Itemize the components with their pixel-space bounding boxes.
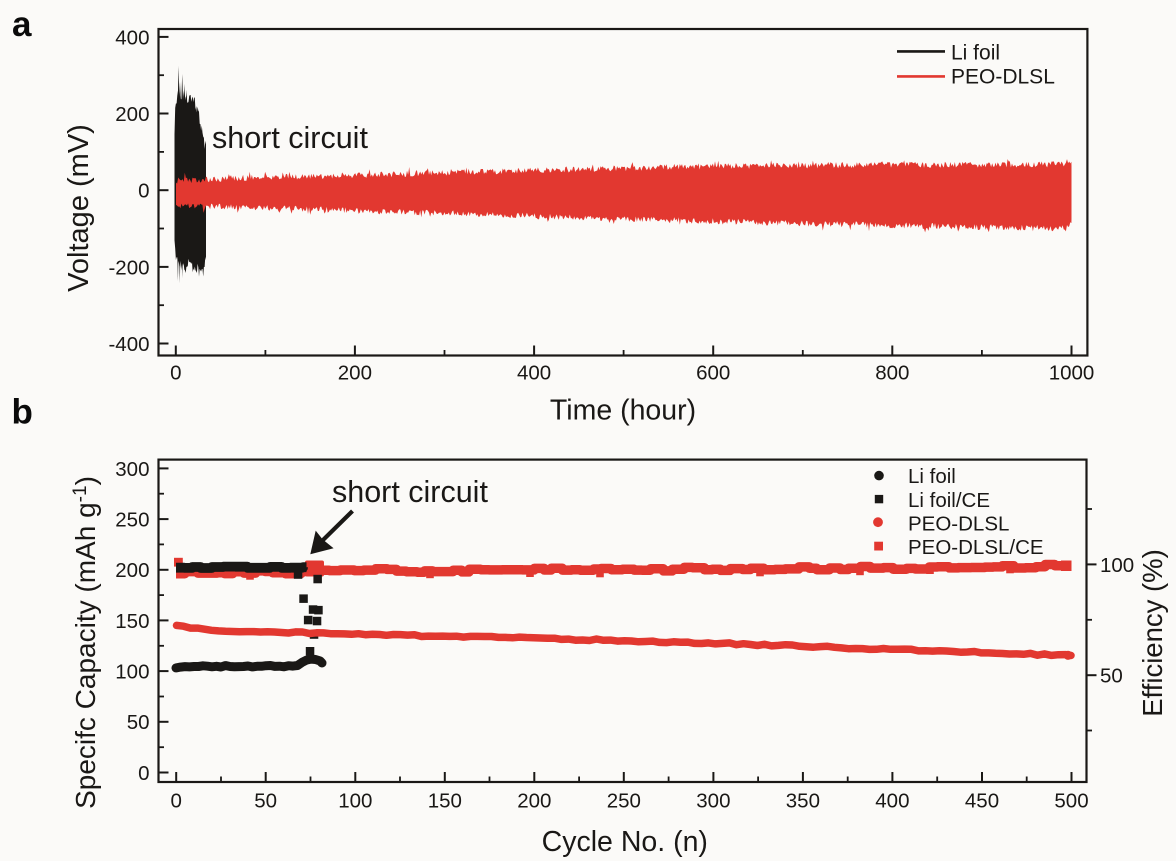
svg-text:200: 200: [115, 103, 149, 126]
svg-text:100: 100: [338, 790, 372, 813]
svg-text:1000: 1000: [1049, 362, 1095, 385]
svg-text:0: 0: [138, 180, 149, 203]
svg-text:PEO-DLSL: PEO-DLSL: [908, 512, 1009, 535]
svg-text:600: 600: [696, 362, 730, 385]
svg-text:250: 250: [115, 509, 149, 532]
svg-text:100: 100: [1100, 554, 1134, 577]
svg-text:450: 450: [965, 790, 999, 813]
svg-text:300: 300: [696, 790, 730, 813]
svg-text:PEO-DLSL: PEO-DLSL: [951, 66, 1055, 89]
svg-text:Li foil: Li foil: [951, 42, 1000, 65]
svg-text:short circuit: short circuit: [332, 475, 488, 509]
svg-text:0: 0: [138, 762, 149, 785]
svg-text:800: 800: [875, 362, 909, 385]
svg-text:-200: -200: [108, 256, 149, 279]
svg-text:200: 200: [338, 362, 372, 385]
svg-text:Voltage (mV): Voltage (mV): [63, 124, 95, 292]
svg-text:200: 200: [517, 790, 551, 813]
svg-text:150: 150: [115, 610, 149, 633]
svg-text:100: 100: [115, 661, 149, 684]
svg-text:Li foil: Li foil: [908, 465, 956, 488]
svg-text:200: 200: [115, 559, 149, 582]
svg-text:b: b: [12, 393, 33, 432]
svg-text:Li foil/CE: Li foil/CE: [908, 489, 990, 512]
svg-text:a: a: [12, 5, 32, 44]
svg-text:Cycle No. (n): Cycle No. (n): [542, 826, 708, 858]
svg-text:short circuit: short circuit: [212, 121, 368, 155]
svg-text:400: 400: [115, 26, 149, 49]
svg-text:50: 50: [127, 711, 150, 734]
svg-text:50: 50: [254, 790, 277, 813]
svg-text:Efficiency (%): Efficiency (%): [1137, 549, 1168, 717]
svg-text:300: 300: [115, 458, 149, 481]
svg-text:Specifc Capacity (mAh g-1): Specifc Capacity (mAh g-1): [70, 476, 101, 809]
svg-text:Time (hour): Time (hour): [550, 394, 696, 426]
svg-text:350: 350: [786, 790, 820, 813]
svg-text:400: 400: [517, 362, 551, 385]
svg-text:250: 250: [607, 790, 641, 813]
svg-text:-400: -400: [108, 333, 149, 356]
svg-text:400: 400: [875, 790, 909, 813]
svg-text:PEO-DLSL/CE: PEO-DLSL/CE: [908, 536, 1044, 559]
svg-text:0: 0: [170, 790, 181, 813]
svg-text:150: 150: [428, 790, 462, 813]
svg-text:50: 50: [1100, 665, 1123, 688]
svg-text:0: 0: [170, 362, 181, 385]
svg-text:500: 500: [1054, 790, 1088, 813]
